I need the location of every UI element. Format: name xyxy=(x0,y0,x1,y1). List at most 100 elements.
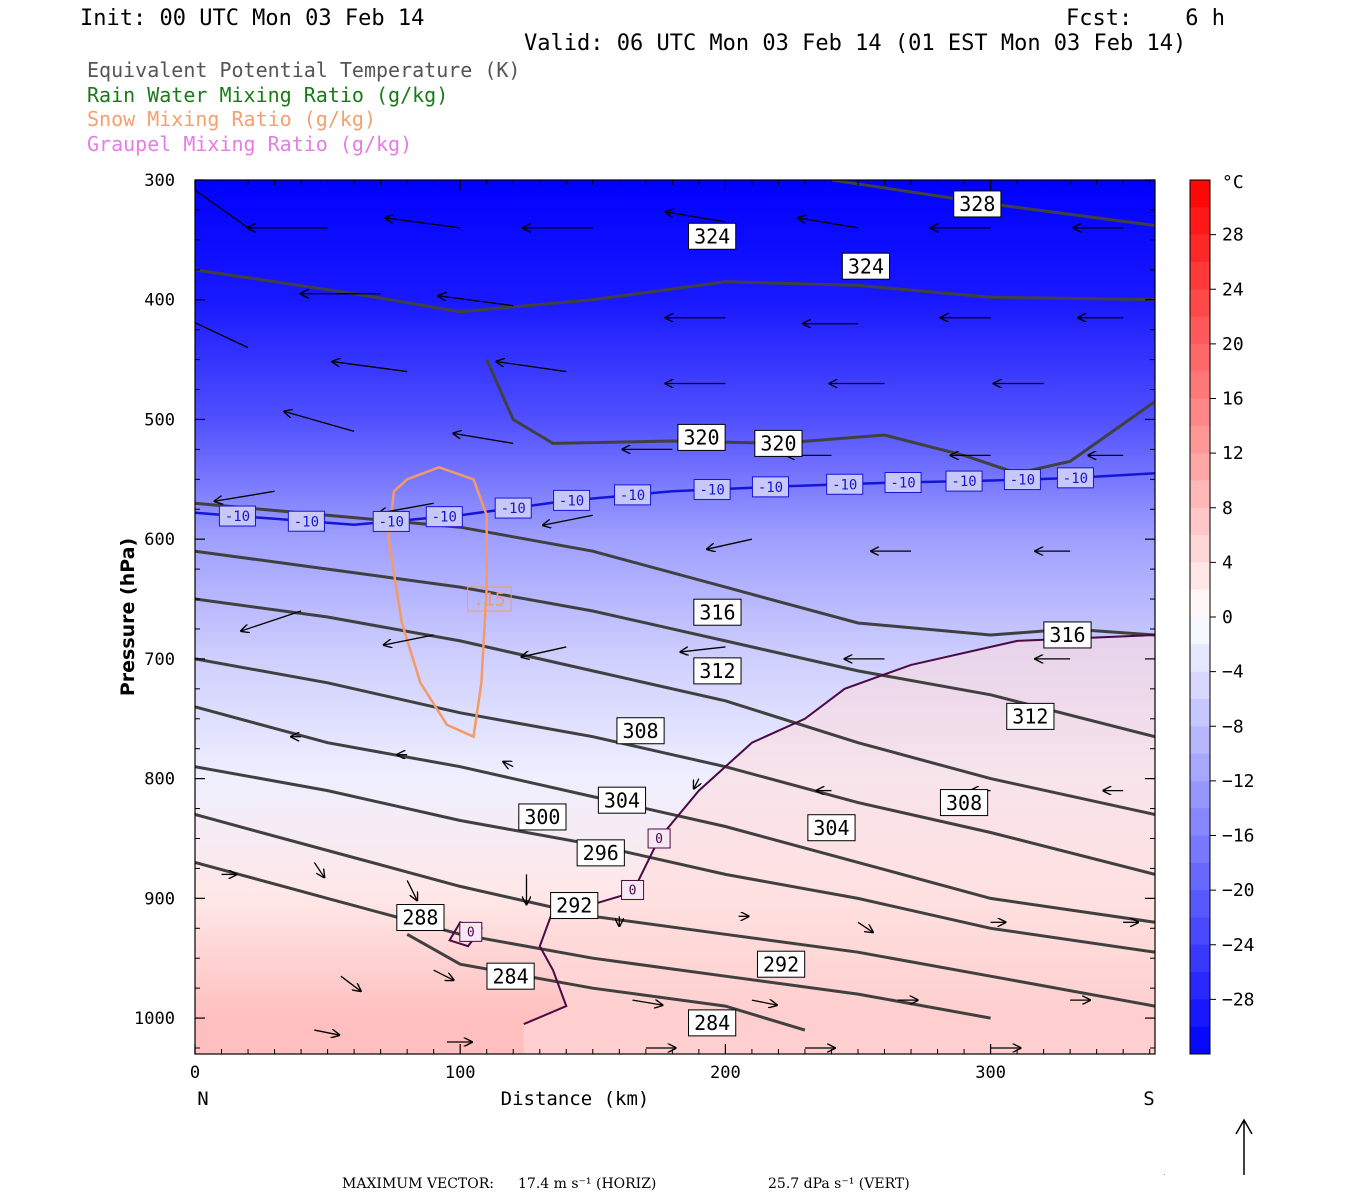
isotherm-minus10-label-text: -10 xyxy=(951,474,976,490)
colorbar-segment xyxy=(1190,507,1210,536)
colorbar-tick-label: −16 xyxy=(1222,826,1255,847)
max-vector-label: MAXIMUM VECTOR: xyxy=(342,1176,494,1192)
theta-e-label-316-text: 316 xyxy=(699,600,735,624)
colorbar-segment xyxy=(1190,753,1210,782)
y-tick-label: 800 xyxy=(144,770,175,790)
theta-e-label-316-box xyxy=(693,598,742,626)
colorbar-segment xyxy=(1190,261,1210,290)
wind-vector-layer xyxy=(195,189,1138,1048)
theta-e-contour-284 xyxy=(406,932,806,1032)
isotherm-minus10-label-text: -10 xyxy=(620,488,645,504)
colorbar-segment xyxy=(1190,207,1210,236)
colorbar-segment xyxy=(1190,917,1210,946)
isotherm-minus10-label: -10 xyxy=(693,478,731,500)
colorbar-segment xyxy=(1190,944,1210,973)
colorbar-tick-label: −4 xyxy=(1222,662,1244,683)
theta-e-label-312-box xyxy=(1006,702,1055,730)
theta-e-label-324-text: 324 xyxy=(848,254,884,278)
colorbar-segment xyxy=(1190,289,1210,318)
theta-e-label-316: 316 xyxy=(1043,621,1092,649)
isotherm-minus10-label: -10 xyxy=(218,505,256,527)
wind-vector xyxy=(453,433,514,445)
colorbar-tick-label: 8 xyxy=(1222,498,1233,519)
theta-e-label-304-text: 304 xyxy=(604,788,640,812)
theta-e-label-296: 296 xyxy=(576,839,625,867)
isotherm-minus10-label-text: -10 xyxy=(758,480,783,496)
colorbar-tick-label: −24 xyxy=(1222,935,1255,956)
isotherm-minus10-label-text: -10 xyxy=(699,483,724,499)
theta-e-contour-320 xyxy=(485,358,1155,475)
theta-e-label-312: 312 xyxy=(693,657,742,685)
theta-e-label-324-text: 324 xyxy=(694,224,730,248)
colorbar-segment xyxy=(1190,371,1210,399)
isotherm-zero-label-box xyxy=(621,879,645,900)
isotherm-minus10-label-text: -10 xyxy=(294,514,319,530)
y-tick-label: 500 xyxy=(144,410,175,430)
isotherm-minus10-label-box xyxy=(425,506,463,528)
colorbar-segment xyxy=(1190,234,1210,263)
theta-e-label-284-text: 284 xyxy=(694,1011,730,1035)
theta-e-label-292-text: 292 xyxy=(556,894,592,918)
isotherm-minus10-label: -10 xyxy=(1056,467,1094,489)
wind-vector xyxy=(195,321,249,349)
colorbar-segment xyxy=(1190,972,1210,1000)
colorbar-tick-label: 28 xyxy=(1222,225,1244,246)
isotherm-minus10-label-box xyxy=(945,470,983,492)
theta-e-label-312-text: 312 xyxy=(1012,705,1048,729)
isotherm-zero-label-box xyxy=(459,921,483,942)
isotherm-minus10-label: -10 xyxy=(945,470,983,492)
colorbar-segment xyxy=(1190,726,1210,755)
theta-e-label-284-box xyxy=(486,962,535,990)
theta-e-contour-304 xyxy=(195,657,1155,876)
wind-vector xyxy=(433,969,454,980)
colorbar-segment xyxy=(1190,671,1210,700)
wind-vector xyxy=(241,610,302,631)
colorbar-segment xyxy=(1190,398,1210,427)
theta-e-label-316-box xyxy=(1043,621,1092,649)
colorbar-segment xyxy=(1190,999,1210,1028)
theta-e-contour-324 xyxy=(195,268,1155,314)
wind-vector xyxy=(215,490,275,501)
theta-e-label-312-text: 312 xyxy=(699,659,735,683)
colorbar-segment xyxy=(1190,180,1210,208)
isotherm-minus10-label-box xyxy=(1056,467,1094,489)
y-tick-label: 300 xyxy=(144,171,175,191)
isotherm-minus10-label-box xyxy=(826,473,864,495)
theta-e-label-320-text: 320 xyxy=(760,432,796,456)
wind-vector xyxy=(384,634,434,645)
theta-e-label-320: 320 xyxy=(754,429,803,457)
isotherm-minus10-label: -10 xyxy=(372,510,410,532)
isotherm-minus10-label-box xyxy=(693,478,731,500)
plot-frame xyxy=(194,179,1156,1055)
theta-e-label-288-text: 288 xyxy=(402,906,438,930)
wind-vector xyxy=(406,880,417,900)
wind-vector xyxy=(313,862,324,877)
isotherm-minus10-label-box xyxy=(494,497,532,519)
isotherm-minus10-label: -10 xyxy=(826,473,864,495)
theta-e-label-308-text: 308 xyxy=(946,791,982,815)
theta-e-label-316: 316 xyxy=(693,598,742,626)
theta-e-label-312-box xyxy=(693,657,742,685)
y-tick-label: 400 xyxy=(144,291,175,311)
axes-layer: 300 400 500 600 700 800 900 1000 0 100 200 300 Dista… xyxy=(117,171,1155,1110)
theta-e-label-284-text: 284 xyxy=(493,964,529,988)
colorbar-tick-label: 16 xyxy=(1222,389,1244,410)
colorbar-segment xyxy=(1190,780,1210,809)
colorbar-segment xyxy=(1190,453,1210,481)
legend-rain-water-mixing-ratio: Rain Water Mixing Ratio (g/kg) xyxy=(87,83,449,107)
isotherm-zero-label: 0 xyxy=(459,921,483,942)
wind-vector xyxy=(798,218,859,229)
colorbar-segment xyxy=(1190,1026,1210,1055)
isotherm-minus10-label-text: -10 xyxy=(559,493,584,509)
theta-e-label-304-box xyxy=(597,786,647,814)
colorbar-tick-label: 4 xyxy=(1222,552,1233,573)
theta-e-label-300: 300 xyxy=(518,803,567,831)
isotherm-minus10-label-box xyxy=(553,489,591,511)
wind-vector xyxy=(284,411,355,433)
theta-e-label-320-text: 320 xyxy=(683,426,719,450)
isotherm-zero-label: 0 xyxy=(647,828,671,849)
colorbar-segment xyxy=(1190,343,1210,372)
theta-e-contour-296 xyxy=(195,765,1155,954)
theta-e-label-284: 284 xyxy=(486,962,535,990)
theta-e-label-308: 308 xyxy=(939,789,989,817)
